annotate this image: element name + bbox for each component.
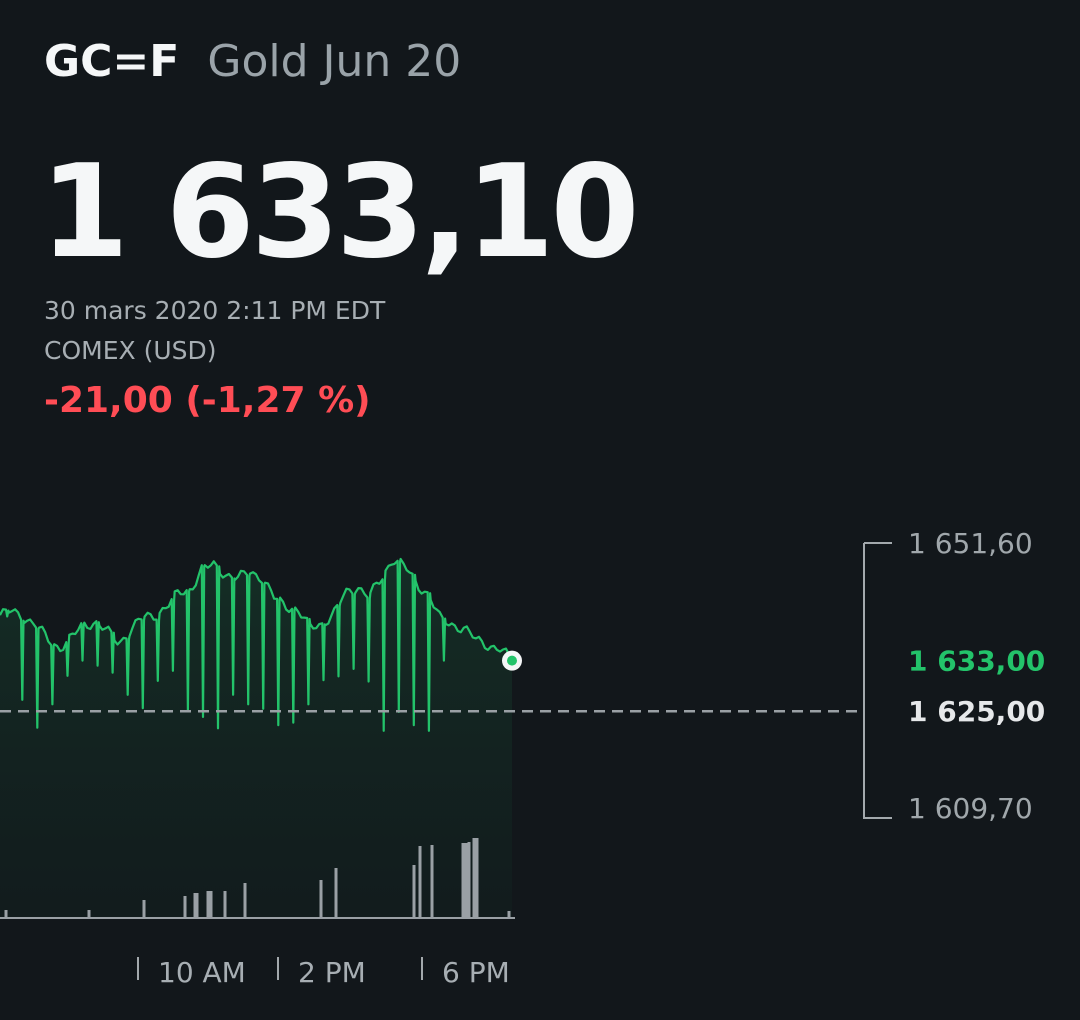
price-plot bbox=[0, 557, 865, 918]
price-range-bracket bbox=[863, 542, 892, 819]
current-price-label: 1 633,00 bbox=[908, 645, 1045, 678]
quote-header: GC=F Gold Jun 20 bbox=[44, 36, 461, 87]
price-area-fill bbox=[0, 559, 512, 918]
volume-bar bbox=[507, 911, 511, 918]
time-axis: 10 AM 2 PM 6 PM bbox=[137, 956, 510, 989]
volume-bar bbox=[472, 838, 476, 918]
last-price-dot bbox=[507, 655, 517, 666]
volume-bar bbox=[467, 842, 471, 918]
volume-bar bbox=[464, 843, 468, 918]
instrument-name: Gold Jun 20 bbox=[207, 36, 462, 87]
volume-bar bbox=[183, 896, 187, 918]
day-low-label: 1 609,70 bbox=[908, 792, 1033, 825]
volume-bar bbox=[87, 910, 91, 918]
volume-bar bbox=[243, 883, 247, 918]
volume-bar bbox=[206, 891, 210, 918]
volume-bar bbox=[418, 846, 422, 918]
volume-bar bbox=[209, 891, 213, 918]
volume-bars bbox=[0, 838, 515, 919]
volume-bar bbox=[334, 868, 338, 918]
volume-bar bbox=[475, 838, 479, 918]
volume-bar bbox=[195, 893, 199, 918]
intraday-chart[interactable]: 1 651,60 1 633,00 1 625,00 1 609,70 10 AM 2 … bbox=[0, 500, 1080, 1000]
price-line bbox=[0, 557, 514, 732]
time-tick-label: 6 PM bbox=[442, 956, 510, 989]
current-price: 1 633,10 bbox=[40, 138, 640, 287]
volume-bar bbox=[4, 910, 8, 918]
time-tick-label: 2 PM bbox=[298, 956, 366, 989]
day-high-label: 1 651,60 bbox=[908, 527, 1033, 560]
volume-bar bbox=[461, 843, 465, 918]
time-tick-label: 10 AM bbox=[158, 956, 246, 989]
volume-bar bbox=[412, 865, 416, 918]
volume-bar bbox=[319, 880, 323, 918]
ticker-symbol: GC=F bbox=[44, 36, 180, 87]
volume-bar bbox=[142, 900, 146, 918]
volume-bar bbox=[193, 893, 197, 918]
quote-timestamp: 30 mars 2020 2:11 PM EDT bbox=[44, 296, 386, 325]
previous-close-label: 1 625,00 bbox=[908, 695, 1045, 728]
price-change: -21,00 (-1,27 %) bbox=[44, 380, 371, 421]
price-axis: 1 651,60 1 633,00 1 625,00 1 609,70 bbox=[863, 527, 1045, 825]
exchange-currency: COMEX (USD) bbox=[44, 336, 217, 365]
volume-bar bbox=[430, 845, 434, 918]
volume-bar bbox=[223, 891, 227, 918]
